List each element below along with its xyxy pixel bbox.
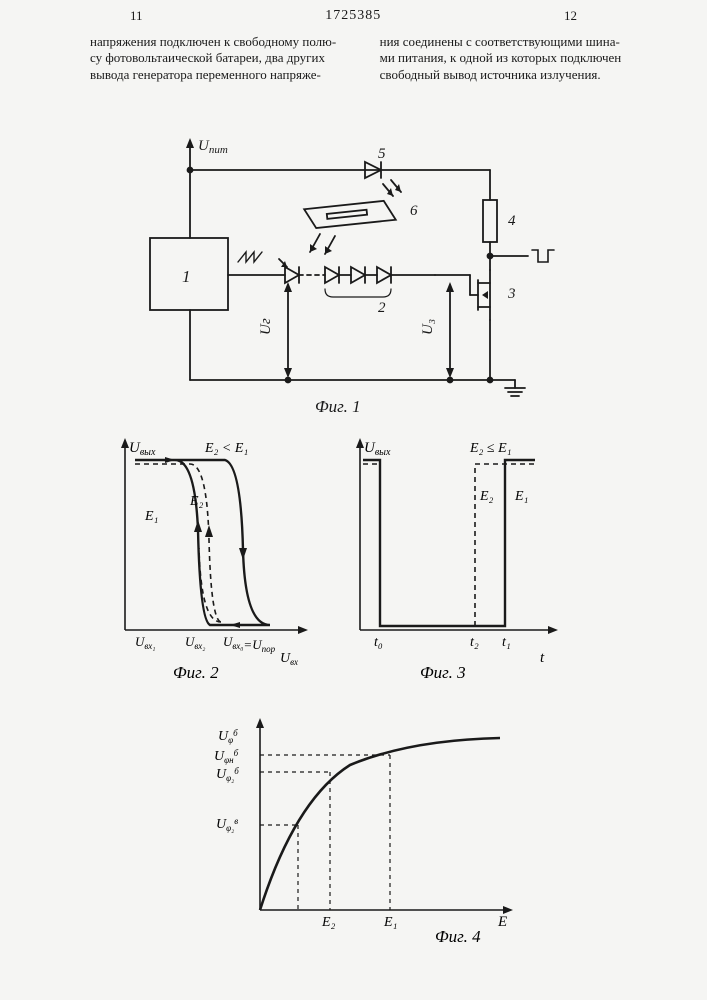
svg-text:6: 6 <box>410 203 418 219</box>
svg-text:Фиг. 2: Фиг. 2 <box>173 663 219 680</box>
svg-text:Uφб: Uφб <box>218 728 238 745</box>
svg-text:Фиг. 1: Фиг. 1 <box>315 397 361 416</box>
svg-text:2: 2 <box>378 300 386 316</box>
svg-text:Фиг. 4: Фиг. 4 <box>435 927 481 946</box>
body-text: напряжения подключен к свободному полю- … <box>0 28 707 83</box>
svg-text:Uвх₀=Uпор: Uвх₀=Uпор <box>223 634 276 654</box>
svg-text:Uвх₂: Uвх₂ <box>185 634 205 651</box>
svg-text:E₂: E₂ <box>321 915 336 930</box>
svg-text:3: 3 <box>507 286 516 302</box>
svg-text:t₂: t₂ <box>470 635 479 650</box>
svg-text:1: 1 <box>182 267 191 286</box>
svg-text:E₁: E₁ <box>144 509 158 524</box>
svg-text:Uвх: Uвх <box>280 651 298 667</box>
page: 11 1725385 12 напряжения подключен к сво… <box>0 0 707 1000</box>
svg-text:E₁: E₁ <box>383 915 397 930</box>
svg-text:5: 5 <box>378 146 386 162</box>
svg-text:Uφ₂в: Uφ₂в <box>216 816 238 833</box>
svg-text:E: E <box>497 914 507 930</box>
page-num-right: 12 <box>564 8 577 24</box>
fig2-graph: Uвых E₂ < E₁ E₁ E₂ Uвх₁ Uвх₂ Uвх₀=Uпор U… <box>95 430 315 680</box>
svg-text:t: t <box>540 650 545 666</box>
svg-text:Фиг. 3: Фиг. 3 <box>420 663 466 680</box>
svg-text:Uφнб: Uφнб <box>214 748 239 765</box>
svg-text:Uвх₁: Uвх₁ <box>135 634 155 651</box>
fig1-schematic: Uпит 5 4 <box>120 130 580 420</box>
svg-text:Uвых: Uвых <box>364 440 391 458</box>
col-left: напряжения подключен к свободному полю- … <box>90 34 357 83</box>
svg-text:4: 4 <box>508 213 516 229</box>
svg-text:E₁: E₁ <box>514 489 528 504</box>
svg-text:t₁: t₁ <box>502 635 511 650</box>
patent-number: 1725385 <box>325 8 381 24</box>
svg-text:Uпит: Uпит <box>198 138 228 156</box>
svg-text:Uφ₂б: Uφ₂б <box>216 766 239 783</box>
col-right: ния соединены с соответствующими шина- м… <box>380 34 647 83</box>
fig4-graph: Uφб Uφнб Uφ₂б Uφ₂в E₂ E₁ E Фиг. 4 <box>200 710 530 950</box>
svg-text:E₂ ≤ E₁: E₂ ≤ E₁ <box>469 441 512 456</box>
svg-text:U₃: U₃ <box>420 319 436 335</box>
svg-text:E₂ < E₁: E₂ < E₁ <box>204 441 248 456</box>
svg-text:Uвых: Uвых <box>129 440 156 458</box>
svg-text:Uг: Uг <box>258 318 274 335</box>
page-header: 11 1725385 12 <box>0 0 707 28</box>
svg-text:E₂: E₂ <box>479 489 494 504</box>
fig3-graph: Uвых E₂ ≤ E₁ E₂ E₁ t₀ t₂ t₁ t Фиг. 3 <box>330 430 570 680</box>
svg-text:t₀: t₀ <box>374 635 383 650</box>
page-num-left: 11 <box>130 8 143 24</box>
svg-text:E₂: E₂ <box>189 494 204 509</box>
